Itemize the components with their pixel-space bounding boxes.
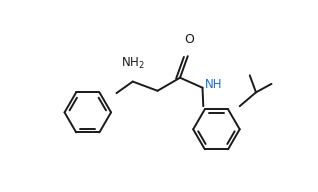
Text: NH$_2$: NH$_2$ <box>121 56 145 71</box>
Text: NH: NH <box>205 78 222 91</box>
Text: O: O <box>184 33 194 46</box>
